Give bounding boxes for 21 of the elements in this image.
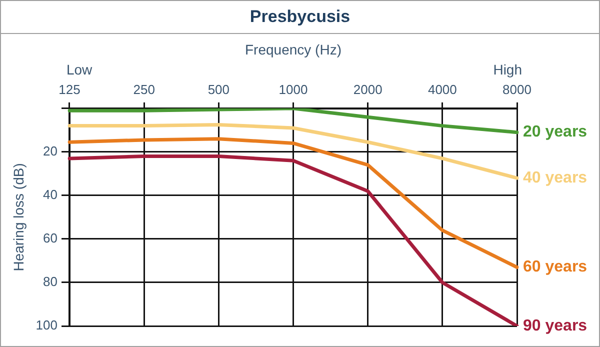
series-label: 20 years bbox=[523, 124, 588, 141]
chart-title: Presbycusis bbox=[1, 1, 599, 34]
text: High bbox=[493, 61, 522, 78]
x-tick-label: 2000 bbox=[353, 82, 382, 98]
y-axis-title: Hearing loss (dB) bbox=[10, 163, 26, 272]
text: Low bbox=[66, 61, 94, 78]
series-label: 90 years bbox=[523, 317, 588, 334]
x-tick-label: 500 bbox=[208, 82, 230, 98]
x-tick-label: 4000 bbox=[428, 82, 457, 98]
y-tick-label: 20 bbox=[43, 144, 58, 158]
series-label: 60 years bbox=[523, 258, 588, 276]
x-tick-label: 8000 bbox=[502, 82, 532, 98]
x-tick-label: 250 bbox=[133, 82, 155, 98]
x-tick-label: 125 bbox=[58, 82, 80, 98]
y-tick-label: 40 bbox=[43, 187, 58, 202]
series-label: 40 years bbox=[523, 169, 588, 186]
y-tick-label: 80 bbox=[43, 274, 58, 290]
x-tick-label: 1000 bbox=[278, 82, 308, 98]
x-axis-title: Frequency (Hz) bbox=[245, 41, 342, 58]
y-tick-label: 60 bbox=[43, 230, 58, 246]
y-tick-label: 100 bbox=[36, 318, 58, 333]
